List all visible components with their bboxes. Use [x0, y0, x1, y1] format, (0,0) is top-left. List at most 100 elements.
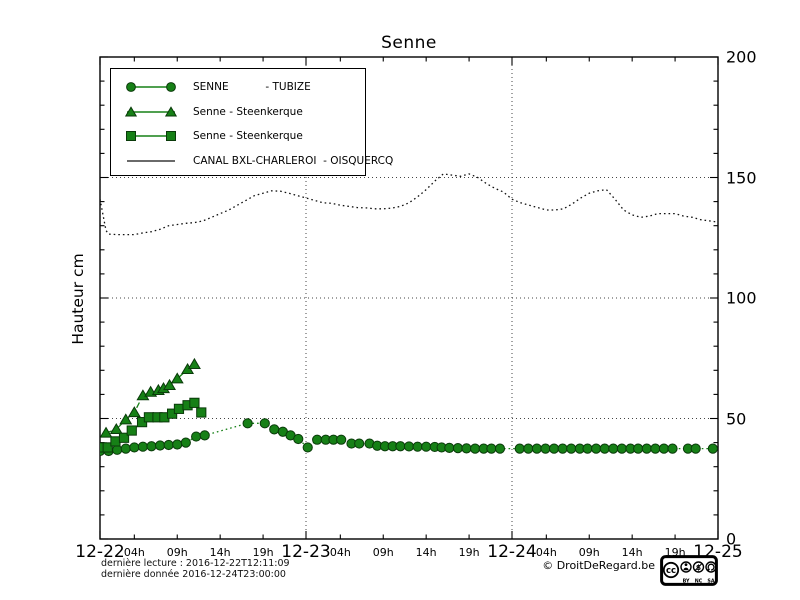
legend-item-canal: CANAL BXL-CHARLEROI - OISQUERCQ [111, 149, 393, 174]
data-point-circle [129, 442, 140, 453]
x-day-tick-label: 12-23 [281, 542, 331, 562]
data-point-triangle [127, 406, 141, 418]
series-canal [100, 173, 718, 236]
data-point-circle [608, 443, 619, 454]
data-point-circle [163, 439, 174, 451]
data-point-circle [641, 443, 652, 454]
legend-item-steenkerque-1: Senne - Steenkerque [111, 100, 365, 125]
data-point-circle [667, 443, 678, 454]
x-day-tick-label: 12-22 [75, 542, 125, 562]
y-tick-label: 150 [726, 168, 757, 187]
data-point-square [102, 442, 113, 453]
data-point-circle [154, 440, 166, 451]
data-point-circle [137, 441, 149, 452]
data-point-circle [658, 443, 670, 454]
x-hour-tick-label: 09h [166, 546, 188, 559]
data-point-triangle [119, 413, 133, 425]
cc-nc-label: NC [695, 579, 703, 585]
cc-by-icon [680, 561, 692, 573]
data-point-circle [531, 443, 542, 454]
data-point-circle [199, 430, 210, 441]
x-hour-tick-label: 09h [578, 546, 600, 559]
data-point-circle [312, 434, 323, 445]
data-point-triangle [100, 426, 113, 438]
data-point-circle [421, 441, 432, 452]
y-tick-label: 0 [726, 529, 737, 549]
legend-label: Senne - Steenkerque [193, 105, 303, 118]
data-point-circle [180, 437, 191, 448]
data-point-circle [242, 418, 253, 429]
copyright-text: © DroitDeRegard.be [542, 559, 655, 572]
legend-item-steenkerque-2: Senne - Steenkerque [111, 124, 365, 149]
data-point-circle [486, 443, 497, 454]
data-point-circle [395, 441, 406, 452]
legend-item-tubize: SENNE - TUBIZE [111, 75, 365, 100]
data-point-circle [302, 442, 313, 453]
data-point-circle [403, 441, 415, 452]
axes-border [99, 56, 719, 540]
data-point-circle [650, 443, 661, 454]
data-point-triangle [109, 422, 123, 435]
cc-nc-icon: $ [692, 561, 705, 573]
y-tick-label: 100 [726, 288, 757, 308]
y-axis-label: Hauteur cm [69, 253, 87, 345]
x-hour-tick-label: 04h [123, 546, 145, 559]
data-point-triangle [163, 378, 176, 390]
cc-sa-icon [705, 561, 717, 573]
legend-marker-circle-icon [126, 82, 176, 93]
data-point-circle [707, 443, 718, 454]
data-point-circle [354, 438, 365, 449]
data-point-square [196, 407, 207, 418]
data-point-circle [633, 443, 644, 454]
data-point-circle [599, 443, 610, 454]
data-point-circle [514, 443, 525, 454]
legend-marker-triangle-icon [124, 105, 178, 117]
x-hour-tick-label: 19h [252, 546, 274, 559]
cc-by-label: BY [683, 579, 690, 585]
data-point-square [110, 436, 121, 447]
series-circle [100, 418, 718, 457]
y-tick-label: 200 [726, 47, 757, 67]
data-point-circle [469, 443, 481, 454]
legend-label: CANAL BXL-CHARLEROI - OISQUERCQ [193, 154, 394, 167]
legend-marker-line-icon [127, 160, 175, 162]
x-hour-tick-label: 04h [535, 546, 557, 559]
last-reading-text: dernière lecture : 2016-12-22T12:11:09 [101, 558, 290, 569]
data-point-circle [120, 443, 131, 454]
svg-text:cc: cc [666, 566, 676, 576]
x-day-tick-label: 12-24 [487, 542, 537, 562]
data-point-circle [444, 442, 455, 454]
chart-title: Senne [381, 33, 437, 53]
data-point-square [126, 425, 137, 436]
data-point-circle [452, 443, 464, 454]
x-hour-tick-label: 14h [209, 546, 231, 559]
data-point-circle [293, 433, 304, 445]
data-point-square [118, 432, 130, 443]
legend-label: Senne - Steenkerque [193, 130, 303, 143]
data-point-circle [269, 424, 280, 435]
legend-box: SENNE - TUBIZE Senne - Steenkerque Senne… [110, 68, 393, 176]
x-hour-tick-label: 09h [372, 546, 394, 559]
data-point-circle [557, 443, 568, 454]
legend-marker-square-icon [126, 131, 176, 142]
series-triangle [100, 357, 201, 438]
last-data-text: dernière donnée 2016-12-24T23:00:00 [101, 569, 286, 580]
x-hour-tick-label: 19h [664, 546, 686, 559]
series-square [100, 397, 207, 453]
data-point-circle [494, 443, 506, 454]
data-point-square [173, 403, 185, 414]
x-day-tick-label: 12-25 [693, 542, 743, 562]
data-point-triangle [187, 357, 201, 369]
data-point-circle [616, 443, 627, 454]
legend-label: SENNE - TUBIZE [193, 81, 311, 94]
data-point-circle [172, 439, 183, 450]
x-hour-tick-label: 14h [621, 546, 643, 559]
x-hour-tick-label: 04h [329, 546, 351, 559]
data-point-circle [566, 443, 577, 454]
data-point-circle [112, 444, 123, 455]
data-point-circle [146, 441, 157, 452]
data-point-circle [690, 443, 701, 454]
data-point-circle [259, 418, 270, 429]
cc-sa-label: SA [707, 579, 714, 585]
